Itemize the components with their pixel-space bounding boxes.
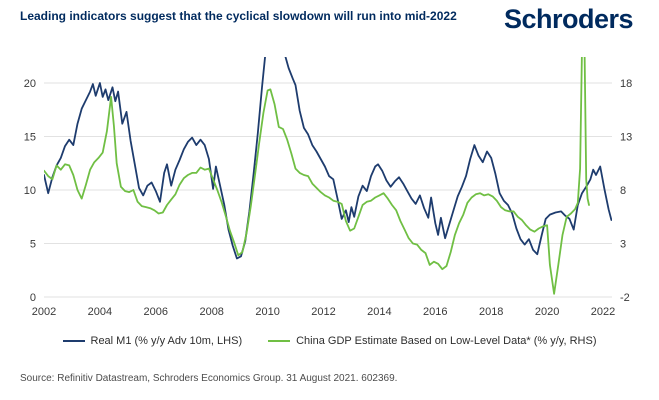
legend-line-swatch — [62, 340, 85, 342]
series-line-real-m1 — [44, 57, 612, 260]
y-axis-label-right: 13 — [620, 132, 632, 144]
schroders-logo: Schroders — [503, 4, 634, 34]
x-axis-label: 2002 — [32, 306, 56, 318]
x-axis-label: 2006 — [144, 306, 168, 318]
x-axis-label: 2014 — [367, 306, 391, 318]
y-axis-label-left: 15 — [24, 132, 36, 144]
y-axis-label-left: 5 — [30, 239, 36, 251]
x-axis-label: 2016 — [423, 306, 447, 318]
y-axis-label-left: 10 — [24, 185, 36, 197]
y-axis-label-right: 8 — [620, 185, 626, 197]
y-axis-label-left: 0 — [30, 292, 36, 304]
x-axis-label: 2022 — [591, 306, 615, 318]
page-title: Leading indicators suggest that the cycl… — [20, 9, 457, 23]
legend-label: China GDP Estimate Based on Low-Level Da… — [296, 335, 597, 347]
y-axis-label-right: -2 — [620, 292, 630, 304]
legend-label: Real M1 (% y/y Adv 10m, LHS) — [90, 335, 243, 347]
legend-item: China GDP Estimate Based on Low-Level Da… — [268, 335, 597, 347]
x-axis-label: 2008 — [199, 306, 223, 318]
x-axis-label: 2012 — [311, 306, 335, 318]
y-axis-label-left: 20 — [24, 78, 36, 90]
source-note: Source: Refinitiv Datastream, Schroders … — [20, 373, 398, 384]
y-axis-label-right: 3 — [620, 239, 626, 251]
chart-legend: Real M1 (% y/y Adv 10m, LHS) China GDP Es… — [0, 332, 659, 350]
y-axis-label-right: 18 — [620, 78, 632, 90]
series-line-china-gdp — [44, 57, 590, 295]
legend-line-swatch — [268, 340, 291, 342]
x-axis-label: 2020 — [535, 306, 559, 318]
x-axis-label: 2010 — [255, 306, 279, 318]
legend-item: Real M1 (% y/y Adv 10m, LHS) — [62, 335, 243, 347]
x-axis-label: 2004 — [88, 306, 112, 318]
x-axis-label: 2018 — [479, 306, 503, 318]
